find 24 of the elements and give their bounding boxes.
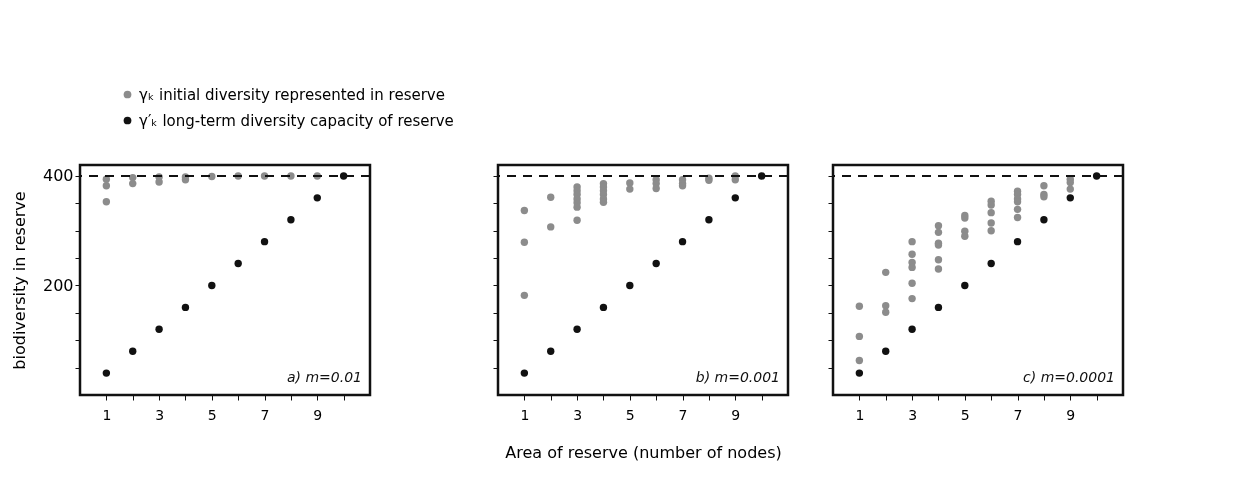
annotation: c) m=0.0001 bbox=[1023, 369, 1115, 385]
x-tick-label: 9 bbox=[313, 406, 323, 423]
x-tick-label: 9 bbox=[1066, 406, 1076, 423]
annotation: b) m=0.001 bbox=[695, 369, 780, 385]
x-tick-label: 5 bbox=[625, 406, 635, 423]
x-tick-label: 7 bbox=[1013, 406, 1023, 423]
y-axis-title: biodiversity in reserve bbox=[9, 191, 29, 370]
legend-label: γ′ₖ long-term diversity capacity of reserve bbox=[139, 111, 454, 130]
annotation: a) m=0.01 bbox=[286, 369, 362, 385]
x-tick-label: 1 bbox=[102, 406, 112, 423]
x-tick-label: 1 bbox=[520, 406, 530, 423]
x-tick-label: 5 bbox=[960, 406, 970, 423]
y-tick-label: 400 bbox=[42, 166, 74, 186]
y-tick-label: 200 bbox=[42, 275, 74, 295]
x-tick-label: 1 bbox=[855, 406, 865, 423]
x-tick-label: 7 bbox=[260, 406, 270, 423]
x-axis-title: Area of reserve (number of nodes) bbox=[505, 442, 782, 462]
x-tick-label: 5 bbox=[207, 406, 217, 423]
legend-label: γₖ initial diversity represented in reserve bbox=[139, 85, 445, 104]
x-tick-label: 3 bbox=[908, 406, 918, 423]
x-tick-label: 3 bbox=[155, 406, 165, 423]
x-tick-label: 7 bbox=[678, 406, 688, 423]
x-tick-label: 3 bbox=[573, 406, 583, 423]
x-tick-label: 9 bbox=[731, 406, 741, 423]
